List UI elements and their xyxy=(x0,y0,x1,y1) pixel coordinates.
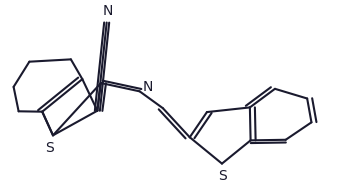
Text: S: S xyxy=(45,141,54,155)
Text: N: N xyxy=(142,81,153,94)
Text: N: N xyxy=(102,4,112,18)
Text: S: S xyxy=(218,169,227,183)
